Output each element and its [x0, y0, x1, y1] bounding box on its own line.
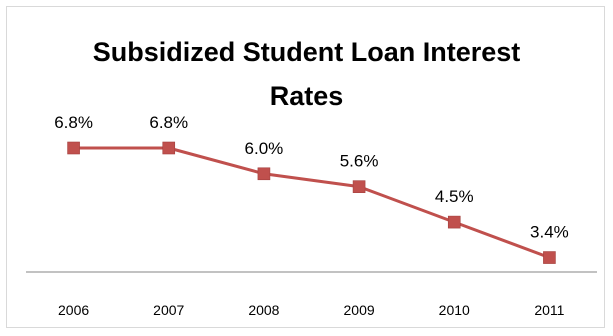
data-label-2009: 5.6%: [340, 152, 379, 171]
chart-area: [6, 6, 605, 328]
data-point-2007: [162, 141, 176, 155]
data-label-2010: 4.5%: [435, 187, 474, 206]
data-point-2006: [67, 141, 80, 155]
data-point-2009: [352, 180, 366, 193]
data-point-2008: [257, 167, 271, 181]
chart-title: Subsidized Student Loan Interest Rates: [0, 30, 613, 118]
data-point-2011: [543, 251, 556, 264]
x-tick-label-2011: 2011: [534, 302, 564, 318]
chart-title-line-2: Rates: [269, 81, 344, 111]
data-point-2010: [447, 215, 461, 229]
x-tick-label-2006: 2006: [58, 302, 89, 318]
series-line-0: [73, 146, 550, 259]
x-tick-label-2009: 2009: [344, 302, 375, 318]
data-label-2008: 6.0%: [245, 139, 284, 158]
x-tick-label-2010: 2010: [439, 302, 470, 318]
x-tick-label-2008: 2008: [248, 302, 279, 318]
data-label-2011: 3.4%: [530, 223, 569, 242]
data-label-2006: 6.8%: [54, 113, 93, 132]
data-label-2007: 6.8%: [149, 113, 188, 132]
x-tick-label-2007: 2007: [153, 302, 184, 318]
chart-title-line-1: Subsidized Student Loan Interest: [92, 37, 521, 67]
